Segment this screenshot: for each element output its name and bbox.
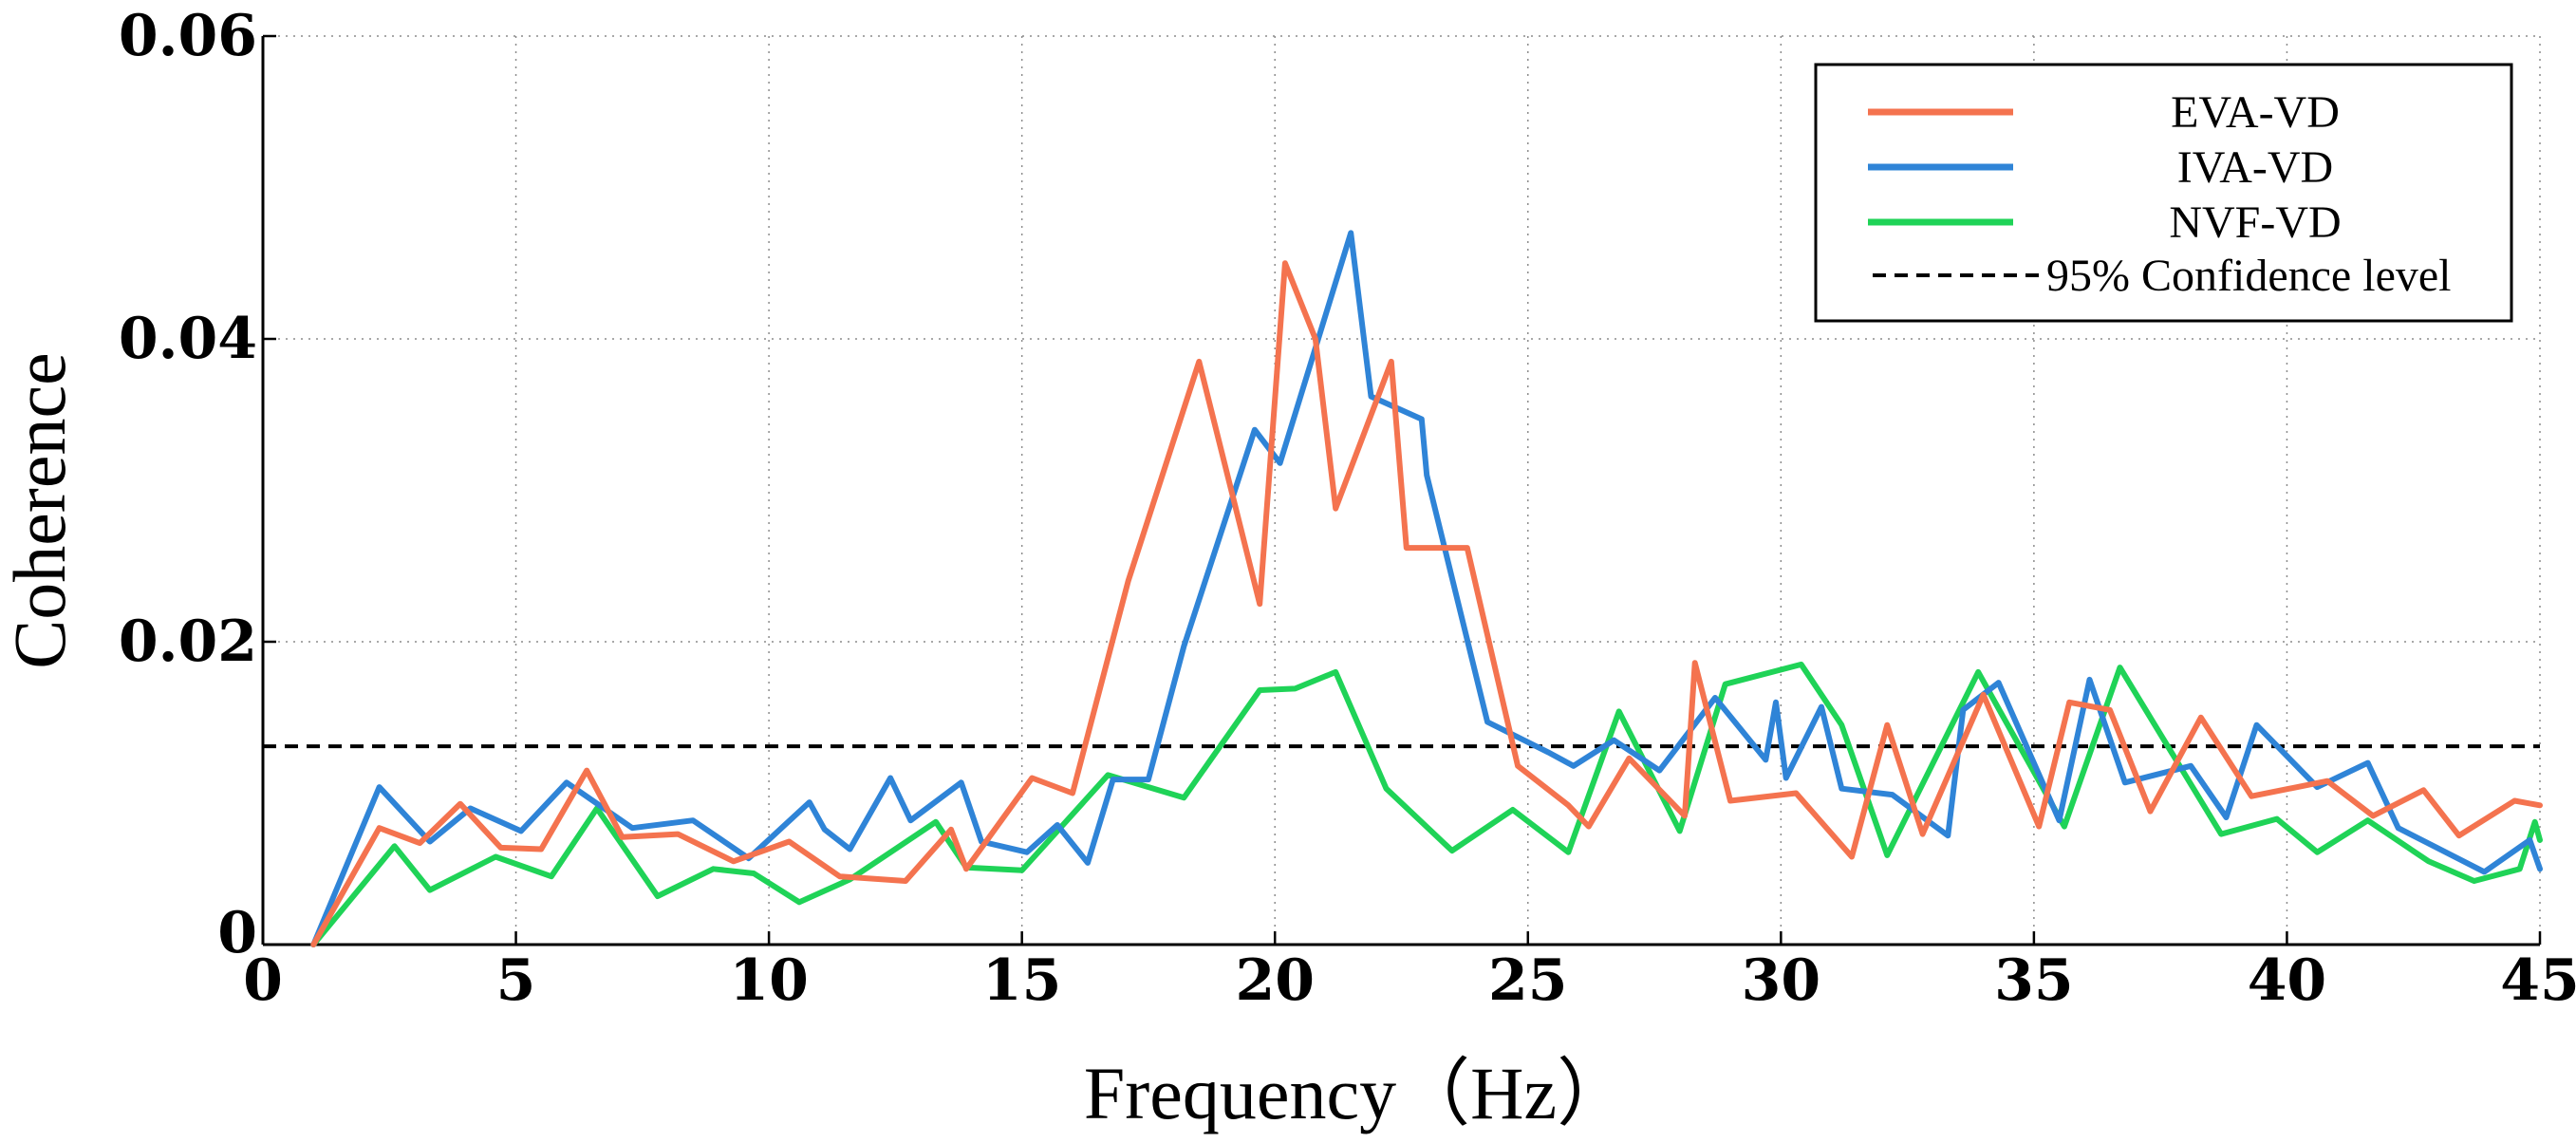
series-line-iva-vd	[310, 230, 2543, 947]
series-line-eva-vd	[310, 260, 2543, 947]
x-tick-label: 15	[982, 947, 1062, 1014]
x-tick-label: 40	[2248, 947, 2327, 1014]
x-tick-label: 30	[1742, 947, 1821, 1014]
x-tick-label: 45	[2500, 947, 2576, 1014]
y-tick-label: 0	[217, 900, 257, 966]
legend-label-2: IVA-VD	[2177, 142, 2333, 193]
legend-box	[1814, 63, 2513, 323]
axis-layer	[261, 34, 2542, 946]
x-tick-label: 35	[1994, 947, 2074, 1014]
x-tick-label: 0	[243, 947, 283, 1014]
y-tick-label: 0.02	[119, 609, 257, 675]
x-axis-title: Frequency（Hz）	[1084, 1052, 1631, 1134]
x-tick-label: 25	[1488, 947, 1568, 1014]
series-line-nvf-vd	[310, 661, 2543, 947]
y-axis-title: Coherence	[0, 352, 81, 668]
y-tick-label: 0.06	[119, 3, 257, 69]
legend-label-4: 95% Confidence level	[2046, 251, 2452, 301]
legend-label-1: EVA-VD	[2171, 87, 2340, 138]
series-layer	[263, 230, 2543, 947]
legend-label-3: NVF-VD	[2169, 197, 2341, 248]
x-tick-label: 5	[496, 947, 536, 1014]
tick-label-layer: 0 5 10 15 20 25 30 35 40 45 0 0.02 0.04 0.06	[119, 3, 2576, 1014]
y-tick-label: 0.04	[119, 306, 257, 372]
x-tick-label: 10	[729, 947, 809, 1014]
x-tick-label: 20	[1235, 947, 1315, 1014]
